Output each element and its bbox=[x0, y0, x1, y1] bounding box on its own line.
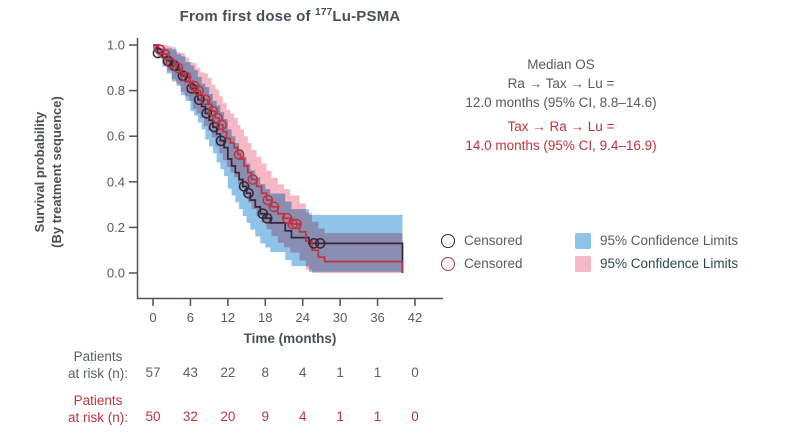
censored-mark-tax-ra-lu bbox=[262, 194, 274, 206]
chart-title-prefix: From first dose of bbox=[179, 8, 316, 25]
risk-label-line1: Patients bbox=[73, 349, 123, 364]
censored-mark-tax-ra-lu bbox=[268, 201, 280, 213]
y-tick-label: 0.8 bbox=[107, 83, 125, 98]
median-os-group1-value: 12.0 months (95% CI, 8.8–14.6) bbox=[465, 95, 657, 110]
censored-mark-tax-ra-lu bbox=[233, 149, 245, 160]
risk-count: 20 bbox=[220, 409, 236, 424]
legend-label: Censored bbox=[464, 256, 523, 271]
risk-count: 0 bbox=[411, 409, 419, 424]
risk-row-label-gray: Patients at risk (n): bbox=[58, 348, 138, 382]
x-tick-label: 30 bbox=[333, 310, 347, 325]
censored-mark-tax-ra-lu bbox=[200, 94, 211, 106]
risk-label-line2: at risk (n): bbox=[67, 366, 128, 381]
censored-mark-ra-tax-lu bbox=[208, 121, 220, 133]
risk-count: 50 bbox=[145, 409, 161, 424]
x-tick-label: 12 bbox=[221, 310, 235, 325]
risk-label-line1: Patients bbox=[73, 393, 123, 408]
legend: Censored 95% Confidence Limits Censored … bbox=[441, 229, 738, 275]
y-tick-label: 0.4 bbox=[107, 174, 125, 189]
ci-pink-swatch-icon bbox=[575, 255, 591, 272]
censored-mark-tax-ra-lu bbox=[172, 62, 184, 74]
censored-mark-tax-ra-lu bbox=[180, 71, 192, 83]
isotope-superscript: 177 bbox=[315, 7, 333, 18]
risk-count: 1 bbox=[336, 365, 344, 380]
legend-item-censored-black: Censored bbox=[441, 233, 575, 248]
censored-mark-tax-ra-lu bbox=[291, 218, 302, 230]
risk-count: 0 bbox=[411, 365, 419, 380]
x-tick-label: 18 bbox=[258, 310, 272, 325]
censored-mark-ra-tax-lu bbox=[314, 238, 326, 249]
risk-count: 1 bbox=[373, 365, 382, 380]
risk-count: 43 bbox=[182, 365, 198, 380]
legend-label: 95% Confidence Limits bbox=[600, 256, 739, 271]
risk-count: 4 bbox=[298, 409, 307, 424]
legend-item-ci-blue: 95% Confidence Limits bbox=[575, 232, 739, 249]
x-tick-label: 36 bbox=[370, 310, 384, 325]
legend-label: Censored bbox=[464, 233, 523, 248]
censored-mark-ra-tax-lu bbox=[308, 238, 320, 249]
chart-title: From first dose of 177Lu-PSMA bbox=[137, 7, 443, 25]
censored-mark-tax-ra-lu bbox=[159, 48, 171, 60]
risk-label-line2: at risk (n): bbox=[67, 410, 128, 425]
censored-red-circle-icon bbox=[441, 256, 455, 271]
risk-count: 1 bbox=[336, 409, 344, 424]
risk-count: 57 bbox=[145, 365, 161, 380]
risk-count: 8 bbox=[261, 365, 270, 380]
km-plot-area: 1.0 0.8 0.6 0.4 0.2 0.0 0 6 12 18 24 30 36 42 bbox=[107, 38, 443, 325]
risk-row-label-red: Patients at risk (n): bbox=[58, 392, 138, 426]
median-os-group2-label: Tax → Ra → Lu = bbox=[507, 119, 615, 134]
legend-item-ci-pink: 95% Confidence Limits bbox=[575, 255, 739, 272]
median-os-heading: Median OS bbox=[527, 57, 595, 72]
x-axis-label: Time (months) bbox=[243, 331, 337, 346]
censored-mark-tax-ra-lu bbox=[216, 119, 227, 131]
censored-mark-tax-ra-lu bbox=[193, 85, 204, 96]
censored-mark-ra-tax-lu bbox=[243, 187, 254, 199]
risk-count: 22 bbox=[220, 365, 236, 380]
x-tick-label: 0 bbox=[149, 310, 156, 325]
x-tick-label: 42 bbox=[408, 310, 422, 325]
x-tick-label: 24 bbox=[295, 310, 309, 325]
censored-mark-tax-ra-lu bbox=[247, 174, 259, 185]
chart-title-suffix: Lu-PSMA bbox=[332, 8, 401, 25]
censored-mark-ra-tax-lu bbox=[201, 108, 212, 119]
y-tick-label: 1.0 bbox=[107, 38, 125, 53]
y-tick-label: 0.6 bbox=[107, 129, 125, 144]
risk-count: 32 bbox=[182, 409, 198, 424]
y-tick-label: 0.2 bbox=[107, 220, 125, 235]
median-os-group1-label: Ra → Tax → Lu = bbox=[507, 76, 615, 91]
censored-mark-tax-ra-lu bbox=[281, 212, 293, 224]
censored-mark-ra-tax-lu bbox=[215, 135, 227, 147]
median-os-annotation: Median OS Ra → Tax → Lu = 12.0 months (9… bbox=[443, 55, 679, 155]
y-tick-label: 0.0 bbox=[107, 266, 125, 281]
censored-mark-tax-ra-lu bbox=[287, 218, 299, 230]
risk-count: 1 bbox=[373, 409, 382, 424]
confidence-band-tax-ra-lu bbox=[153, 45, 403, 273]
censored-mark-ra-tax-lu bbox=[186, 82, 198, 94]
risk-count: 9 bbox=[261, 409, 270, 424]
risk-count: 4 bbox=[298, 365, 307, 380]
ci-blue-swatch-icon bbox=[575, 232, 591, 249]
censored-black-circle-icon bbox=[441, 233, 455, 248]
x-tick-label: 6 bbox=[187, 310, 194, 325]
median-os-group2-value: 14.0 months (95% CI, 9.4–16.9) bbox=[465, 138, 657, 153]
censored-mark-ra-tax-lu bbox=[261, 212, 273, 224]
legend-item-censored-red: Censored bbox=[441, 256, 575, 271]
legend-label: 95% Confidence Limits bbox=[600, 233, 739, 248]
